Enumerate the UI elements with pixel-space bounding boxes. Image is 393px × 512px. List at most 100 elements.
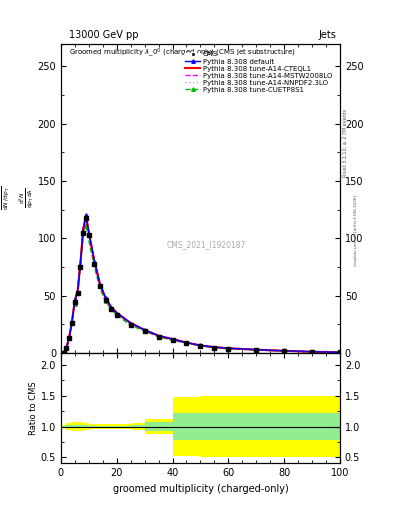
CMS (226, 346, 231, 352)
CMS (84, 215, 88, 221)
Pythia 8.308 default (73, 297, 77, 303)
Pythia 8.308 default (142, 327, 147, 333)
Pythia 8.308 tune-A14-NNPDF2.3LO (170, 336, 175, 342)
Pythia 8.308 tune-A14-MSTW2008LO (84, 212, 88, 219)
CMS (254, 347, 259, 353)
X-axis label: groomed multiplicity (charged-only): groomed multiplicity (charged-only) (112, 484, 288, 494)
Pythia 8.308 tune-CUETP8S1 (226, 346, 231, 352)
Pythia 8.308 tune-CUETP8S1 (81, 233, 86, 239)
Pythia 8.308 tune-A14-CTEQL1 (67, 334, 72, 340)
Pythia 8.308 tune-A14-NNPDF2.3LO (97, 281, 102, 287)
Pythia 8.308 tune-A14-NNPDF2.3LO (67, 334, 72, 340)
CMS (156, 334, 161, 340)
Pythia 8.308 tune-A14-NNPDF2.3LO (114, 310, 119, 316)
Pythia 8.308 tune-CUETP8S1 (97, 286, 102, 292)
Pythia 8.308 tune-A14-NNPDF2.3LO (61, 350, 66, 356)
Pythia 8.308 tune-CUETP8S1 (310, 349, 314, 355)
Pythia 8.308 tune-A14-MSTW2008LO (67, 334, 72, 340)
Pythia 8.308 tune-A14-CTEQL1 (212, 344, 217, 350)
CMS (128, 323, 133, 329)
Y-axis label: Ratio to CMS: Ratio to CMS (29, 381, 38, 435)
Y-axis label: $\frac{1}{\mathrm{d}N\,/\,\mathrm{d}p_\mathrm{T}}$
$\frac{\mathrm{d}^2N}{\mathrm: $\frac{1}{\mathrm{d}N\,/\,\mathrm{d}p_\m… (0, 186, 36, 210)
Pythia 8.308 tune-CUETP8S1 (142, 328, 147, 334)
Text: Jets: Jets (318, 30, 336, 40)
Pythia 8.308 tune-A14-MSTW2008LO (70, 318, 74, 324)
Pythia 8.308 tune-A14-NNPDF2.3LO (78, 259, 83, 265)
Pythia 8.308 tune-A14-NNPDF2.3LO (92, 258, 97, 264)
Pythia 8.308 tune-A14-CTEQL1 (75, 288, 80, 294)
Pythia 8.308 default (86, 229, 91, 236)
Line: Pythia 8.308 tune-A14-CTEQL1: Pythia 8.308 tune-A14-CTEQL1 (64, 216, 340, 353)
Pythia 8.308 tune-A14-NNPDF2.3LO (75, 288, 80, 294)
Pythia 8.308 default (128, 320, 133, 326)
Pythia 8.308 tune-A14-MSTW2008LO (254, 347, 259, 353)
Pythia 8.308 default (70, 318, 74, 324)
Pythia 8.308 tune-A14-CTEQL1 (170, 336, 175, 342)
Pythia 8.308 default (198, 343, 203, 349)
Line: Pythia 8.308 tune-A14-MSTW2008LO: Pythia 8.308 tune-A14-MSTW2008LO (64, 216, 340, 353)
Pythia 8.308 tune-CUETP8S1 (103, 298, 108, 305)
Pythia 8.308 default (97, 281, 102, 287)
Pythia 8.308 tune-A14-MSTW2008LO (156, 333, 161, 339)
Pythia 8.308 tune-A14-MSTW2008LO (198, 343, 203, 349)
Pythia 8.308 tune-A14-CTEQL1 (114, 310, 119, 316)
Pythia 8.308 tune-CUETP8S1 (156, 334, 161, 340)
Pythia 8.308 default (184, 339, 189, 346)
Pythia 8.308 default (78, 259, 83, 265)
Text: Rivet 3.1.10, ≥ 2.7M events: Rivet 3.1.10, ≥ 2.7M events (343, 109, 348, 178)
Pythia 8.308 tune-A14-NNPDF2.3LO (338, 349, 342, 355)
Pythia 8.308 tune-A14-MSTW2008LO (92, 258, 97, 264)
Pythia 8.308 tune-CUETP8S1 (67, 335, 72, 341)
Legend: CMS, Pythia 8.308 default, Pythia 8.308 tune-A14-CTEQL1, Pythia 8.308 tune-A14-M: CMS, Pythia 8.308 default, Pythia 8.308 … (184, 50, 334, 94)
Pythia 8.308 tune-A14-NNPDF2.3LO (70, 318, 74, 324)
Pythia 8.308 tune-A14-CTEQL1 (282, 348, 286, 354)
CMS (170, 337, 175, 344)
Pythia 8.308 tune-A14-NNPDF2.3LO (282, 348, 286, 354)
Pythia 8.308 tune-A14-MSTW2008LO (109, 304, 114, 310)
Pythia 8.308 tune-A14-CTEQL1 (78, 259, 83, 265)
Pythia 8.308 tune-A14-CTEQL1 (156, 333, 161, 339)
CMS (73, 300, 77, 306)
CMS (114, 312, 119, 318)
CMS (338, 349, 342, 355)
Pythia 8.308 tune-A14-CTEQL1 (338, 349, 342, 355)
CMS (61, 350, 66, 356)
CMS (70, 320, 74, 326)
Pythia 8.308 tune-A14-NNPDF2.3LO (84, 212, 88, 219)
Pythia 8.308 tune-A14-MSTW2008LO (61, 350, 66, 356)
Pythia 8.308 tune-A14-MSTW2008LO (282, 348, 286, 354)
Pythia 8.308 tune-CUETP8S1 (128, 323, 133, 329)
Pythia 8.308 tune-CUETP8S1 (64, 345, 69, 351)
Pythia 8.308 tune-CUETP8S1 (86, 238, 91, 244)
Text: Groomed multiplicity $\lambda\_0^0$ (charged only) (CMS jet substructure): Groomed multiplicity $\lambda\_0^0$ (cha… (69, 47, 296, 59)
CMS (198, 343, 203, 349)
Text: CMS_2021_I1920187: CMS_2021_I1920187 (166, 240, 246, 249)
Text: mcplots.cern.ch [arXiv:1306.3436]: mcplots.cern.ch [arXiv:1306.3436] (354, 195, 358, 266)
Pythia 8.308 default (226, 345, 231, 351)
Pythia 8.308 default (103, 295, 108, 301)
Pythia 8.308 tune-A14-NNPDF2.3LO (212, 344, 217, 350)
CMS (103, 297, 108, 303)
CMS (81, 229, 86, 236)
CMS (97, 283, 102, 289)
CMS (184, 340, 189, 346)
CMS (310, 349, 314, 355)
CMS (67, 335, 72, 341)
Pythia 8.308 default (310, 349, 314, 355)
Pythia 8.308 tune-A14-CTEQL1 (226, 345, 231, 351)
Line: CMS: CMS (62, 216, 342, 355)
Pythia 8.308 tune-A14-CTEQL1 (198, 343, 203, 349)
Pythia 8.308 default (67, 334, 72, 340)
CMS (64, 345, 69, 351)
Pythia 8.308 tune-A14-MSTW2008LO (338, 349, 342, 355)
Pythia 8.308 tune-A14-CTEQL1 (103, 295, 108, 301)
Pythia 8.308 default (109, 304, 114, 310)
CMS (75, 290, 80, 296)
Pythia 8.308 tune-A14-MSTW2008LO (142, 327, 147, 333)
Pythia 8.308 tune-A14-CTEQL1 (81, 226, 86, 232)
Pythia 8.308 tune-A14-MSTW2008LO (75, 288, 80, 294)
Pythia 8.308 tune-A14-NNPDF2.3LO (109, 304, 114, 310)
Pythia 8.308 tune-A14-MSTW2008LO (212, 344, 217, 350)
Pythia 8.308 tune-A14-CTEQL1 (128, 320, 133, 326)
Pythia 8.308 tune-A14-MSTW2008LO (184, 339, 189, 346)
